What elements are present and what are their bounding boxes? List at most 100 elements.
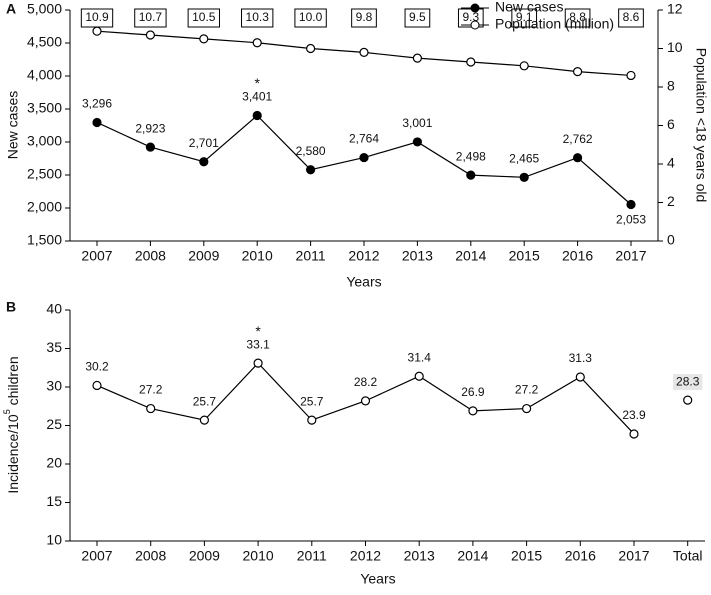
y-tick-label: 3,500 xyxy=(27,100,62,116)
x-tick-label: 2012 xyxy=(348,248,379,264)
data-point xyxy=(626,199,636,210)
data-label: 2,465 xyxy=(509,151,539,165)
y2-tick-label: 0 xyxy=(667,232,675,248)
data-label: 30.2 xyxy=(85,360,109,374)
data-point xyxy=(519,172,529,182)
x-tick-label: 2016 xyxy=(562,248,593,264)
x-tick-label: 2016 xyxy=(565,548,596,564)
x-tick-label: 2011 xyxy=(297,548,327,564)
x-tick-label: 2011 xyxy=(296,248,326,264)
data-point xyxy=(252,38,262,48)
x-tick-label: 2008 xyxy=(135,548,166,564)
data-point xyxy=(626,70,636,81)
y-axis-label: Incidence/105 children xyxy=(2,356,20,493)
data-point xyxy=(145,142,155,152)
data-point xyxy=(412,137,422,147)
data-label: 28.3 xyxy=(676,374,700,388)
annotation: * xyxy=(254,75,260,91)
y-tick-label: 1,500 xyxy=(27,232,62,248)
data-label: 2,580 xyxy=(296,144,326,158)
y-tick-label: 30 xyxy=(46,378,62,394)
y-tick-label: 20 xyxy=(46,455,62,471)
data-point xyxy=(359,47,369,57)
data-label-box xyxy=(187,8,220,28)
data-point xyxy=(306,43,316,54)
data-point xyxy=(253,358,263,368)
legend-label: New cases xyxy=(495,0,563,15)
x-tick-label: 2010 xyxy=(242,248,273,264)
data-label: 10.5 xyxy=(192,10,216,24)
x-tick-label: 2009 xyxy=(189,548,220,564)
x-tick-label: 2013 xyxy=(404,548,435,564)
data-label: 9.8 xyxy=(356,10,373,24)
data-label: 10.3 xyxy=(246,10,270,24)
data-label: 25.7 xyxy=(300,394,324,408)
data-point xyxy=(252,110,262,121)
data-label: 26.9 xyxy=(461,385,485,399)
data-label: 31.4 xyxy=(408,350,432,364)
data-label: 2,498 xyxy=(456,149,486,163)
y-tick-label: 4,500 xyxy=(27,34,62,50)
y-tick-label: 3,000 xyxy=(27,133,62,149)
y2-tick-label: 2 xyxy=(667,193,675,209)
data-label: 8.8 xyxy=(569,10,586,24)
data-label: 27.2 xyxy=(139,383,163,397)
x-tick-label: 2017 xyxy=(618,548,649,564)
y2-tick-label: 12 xyxy=(667,1,683,17)
data-point xyxy=(629,429,639,439)
data-label: 10.0 xyxy=(299,10,323,24)
data-point xyxy=(145,30,155,40)
data-label-box xyxy=(511,8,538,28)
data-point xyxy=(307,415,317,425)
data-label: 25.7 xyxy=(193,394,217,408)
legend-marker xyxy=(470,20,480,30)
data-label: 2,762 xyxy=(563,132,593,146)
y-tick-label: 35 xyxy=(46,339,62,355)
data-label: 2,701 xyxy=(189,136,219,150)
data-label: 3,001 xyxy=(402,116,432,130)
data-point xyxy=(521,403,532,414)
data-point xyxy=(199,34,209,44)
data-label: 3,401 xyxy=(242,90,272,104)
data-label: 10.9 xyxy=(85,10,109,24)
data-point xyxy=(306,165,316,175)
data-point xyxy=(572,66,583,77)
data-label: 9.5 xyxy=(409,10,426,24)
data-point xyxy=(92,380,102,391)
data-label: 33.1 xyxy=(246,337,270,351)
data-label: 2,923 xyxy=(135,121,165,135)
x-tick-label: 2007 xyxy=(81,248,112,264)
data-point xyxy=(359,152,369,163)
x-tick-label: 2009 xyxy=(188,248,219,264)
data-label-box xyxy=(673,374,703,391)
y-tick-label: 4,000 xyxy=(27,67,62,83)
data-point xyxy=(92,117,102,128)
data-label: 2,053 xyxy=(616,213,646,227)
data-label-box xyxy=(80,8,114,28)
data-label-box xyxy=(618,8,644,28)
y-axis-label-part: Incidence/10 xyxy=(5,414,21,494)
data-point xyxy=(519,61,529,71)
data-label: 28.2 xyxy=(354,375,378,389)
y2-tick-label: 10 xyxy=(667,39,683,55)
panel-label: B xyxy=(6,299,16,315)
data-point xyxy=(575,372,585,382)
y2-axis-label: Population <18 years old xyxy=(693,48,709,203)
panel-label: A xyxy=(6,1,16,17)
y-tick-label: 10 xyxy=(46,532,62,548)
data-point xyxy=(146,403,156,414)
x-axis-label: Years xyxy=(360,571,395,587)
data-point xyxy=(360,396,371,406)
data-label-box xyxy=(241,8,274,28)
data-point xyxy=(468,406,478,416)
data-point xyxy=(199,157,209,167)
y-tick-label: 40 xyxy=(46,301,62,317)
x-tick-label: Total xyxy=(673,548,703,564)
y-tick-label: 2,500 xyxy=(27,166,62,182)
y2-tick-label: 8 xyxy=(667,78,675,94)
data-label: 10.7 xyxy=(139,10,163,24)
x-tick-label: 2015 xyxy=(511,548,542,564)
data-point xyxy=(572,153,583,163)
data-label-box xyxy=(404,8,431,28)
